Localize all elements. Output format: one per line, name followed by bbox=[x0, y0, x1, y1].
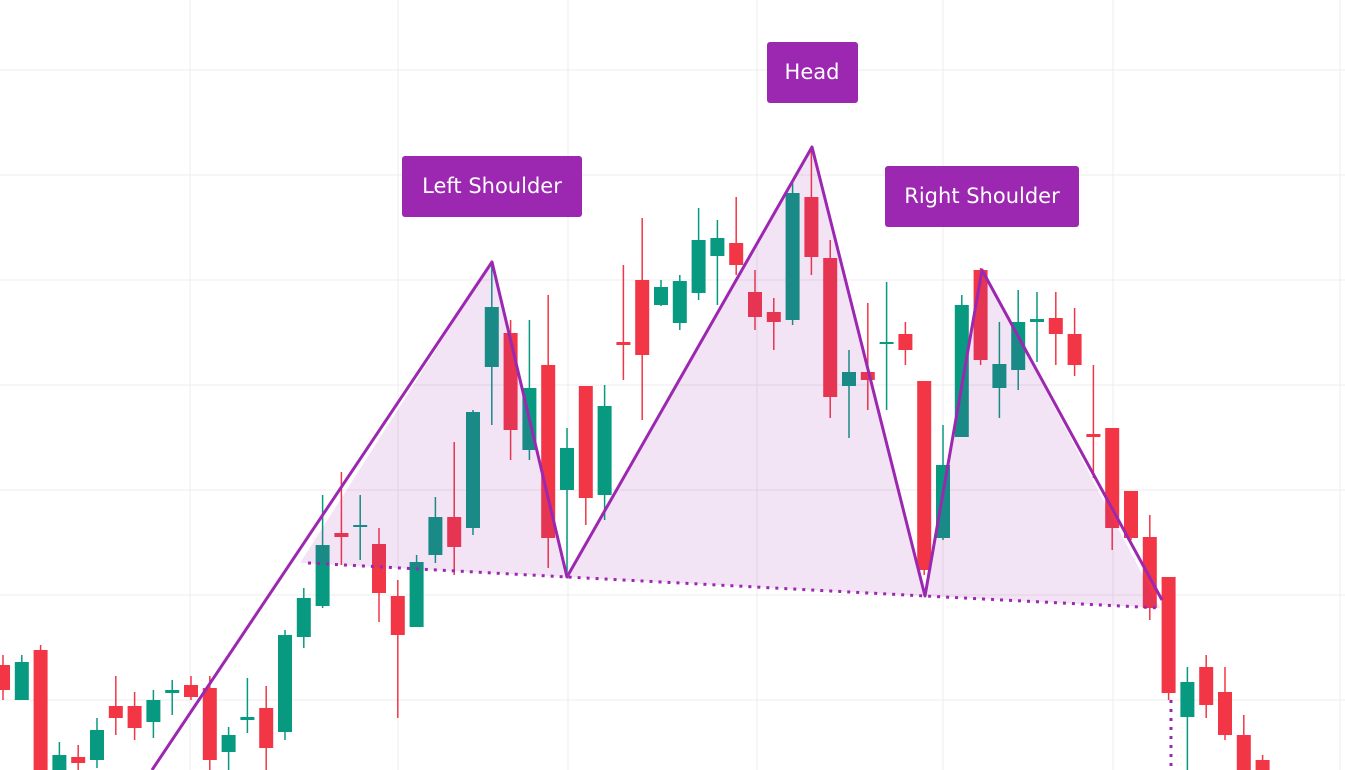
candle-body bbox=[447, 517, 462, 547]
candle-body bbox=[184, 685, 198, 697]
candle-body bbox=[1255, 760, 1270, 770]
candle-body bbox=[108, 706, 123, 718]
candle-body bbox=[240, 717, 255, 720]
candle-body bbox=[390, 596, 405, 635]
candle-body bbox=[146, 700, 161, 722]
candle-body bbox=[466, 412, 480, 528]
candle-body bbox=[1067, 334, 1082, 365]
candle-body bbox=[879, 342, 894, 344]
annotation: Head bbox=[785, 60, 840, 84]
candle-body bbox=[334, 533, 349, 537]
annotation: Left Shoulder bbox=[422, 174, 562, 198]
candle-body bbox=[278, 635, 292, 732]
candle-body bbox=[1236, 735, 1251, 770]
label-box bbox=[885, 166, 1079, 227]
candle-body bbox=[1011, 322, 1026, 370]
candle-body bbox=[14, 662, 29, 700]
candle-body bbox=[616, 342, 631, 345]
label-box bbox=[402, 156, 582, 217]
candle-body bbox=[202, 688, 217, 760]
candle-body bbox=[860, 372, 875, 380]
candle-body bbox=[52, 755, 67, 770]
annotation: Right Shoulder bbox=[904, 184, 1060, 208]
candle-body bbox=[1086, 434, 1101, 437]
candle-body bbox=[428, 517, 443, 555]
candle-body bbox=[1048, 318, 1063, 334]
candle-body bbox=[823, 258, 838, 397]
candle-body bbox=[898, 334, 913, 350]
candle-body bbox=[672, 281, 687, 323]
candle-body bbox=[635, 280, 650, 355]
candle-body bbox=[748, 292, 762, 317]
candle-body bbox=[804, 197, 819, 257]
candle-body bbox=[0, 665, 10, 690]
labels: Left Shoulder Head Right Shoulder bbox=[402, 42, 1079, 227]
candle-body bbox=[90, 730, 104, 760]
candle-body bbox=[578, 386, 593, 498]
candle-body bbox=[1142, 537, 1157, 608]
candle-body bbox=[654, 287, 668, 305]
candle-body bbox=[484, 307, 499, 367]
candle-body bbox=[541, 365, 556, 538]
candle-body bbox=[766, 312, 781, 322]
candle-body bbox=[1199, 667, 1214, 705]
candle-body bbox=[221, 735, 236, 752]
candle-body bbox=[1124, 491, 1138, 538]
candle-body bbox=[1218, 692, 1232, 735]
candle-body bbox=[992, 364, 1007, 388]
candle-body bbox=[296, 598, 311, 637]
candle-body bbox=[1161, 577, 1176, 693]
candle-body bbox=[597, 406, 612, 495]
candle-body bbox=[315, 545, 330, 606]
candle-body bbox=[842, 372, 856, 386]
candle-body bbox=[560, 448, 574, 490]
candle-body bbox=[372, 544, 386, 593]
candle-body bbox=[33, 650, 48, 770]
candle-body bbox=[259, 708, 274, 748]
candle-body bbox=[127, 706, 142, 728]
candle-body bbox=[917, 381, 932, 570]
candle-body bbox=[710, 238, 725, 256]
candle-body bbox=[353, 525, 368, 527]
candle-body bbox=[1030, 319, 1044, 322]
candle-body bbox=[409, 562, 424, 627]
label-box bbox=[767, 42, 858, 103]
candle-body bbox=[1180, 682, 1195, 717]
pattern-fill bbox=[300, 147, 1160, 608]
pattern bbox=[150, 145, 1173, 770]
candle-body bbox=[691, 240, 706, 293]
candle-body bbox=[71, 757, 86, 763]
pattern-line bbox=[150, 145, 1164, 770]
candle-body bbox=[785, 193, 800, 320]
candle-body bbox=[729, 243, 744, 265]
candle-body bbox=[165, 690, 180, 693]
